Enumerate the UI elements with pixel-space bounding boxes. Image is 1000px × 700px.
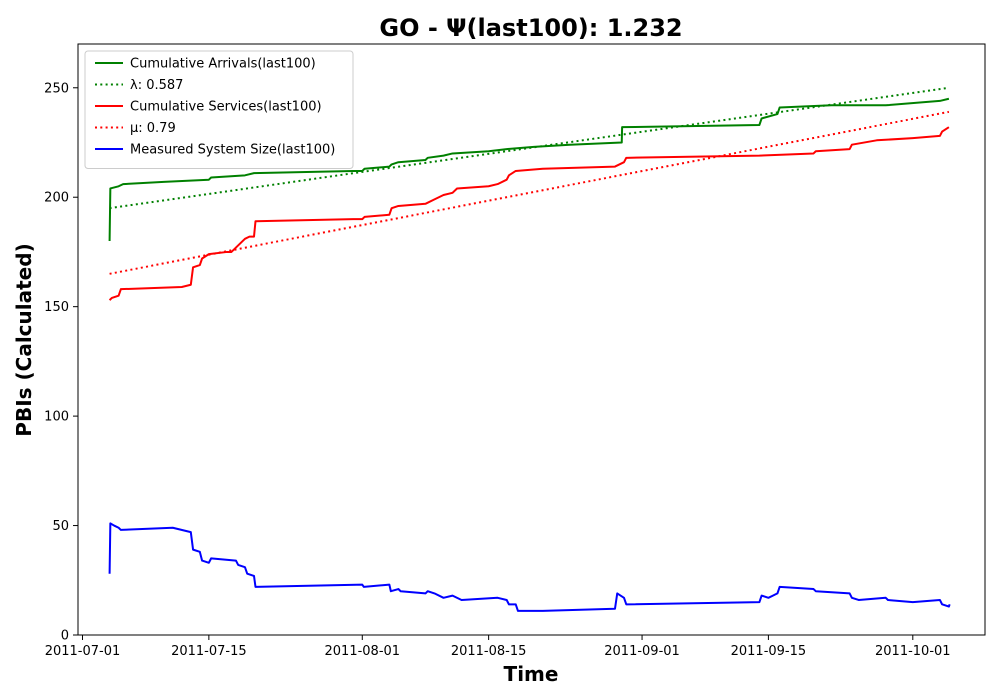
legend-label-4: μ: 0.79	[130, 121, 176, 136]
x-tick-label-1: 2011-07-01	[45, 644, 121, 659]
legend-box	[84, 50, 354, 169]
x-tick-label-3: 2011-08-01	[325, 644, 401, 659]
x-tick-label-2: 2011-07-15	[171, 644, 247, 659]
x-tick-label-7: 2011-10-01	[875, 644, 951, 659]
y-tick-label-2: 50	[52, 519, 69, 534]
y-axis-label: PBIs (Calculated)	[12, 243, 36, 436]
x-axis-label: Time	[504, 662, 559, 686]
x-tick-label-5: 2011-09-01	[604, 644, 680, 659]
x-tick-label-6: 2011-09-15	[731, 644, 807, 659]
plot-layer	[108, 86, 951, 612]
series-line-3	[108, 126, 950, 301]
series-line-2	[109, 86, 950, 210]
series-line-1	[108, 97, 950, 242]
legend: Cumulative Arrivals(last100) λ: 0.587 Cumu…	[84, 50, 354, 169]
y-tick-label-4: 150	[44, 300, 69, 315]
legend-label-5: Measured System Size(last100)	[130, 143, 335, 158]
legend-label-3: Cumulative Services(last100)	[130, 100, 322, 115]
legend-label-2: λ: 0.587	[130, 78, 183, 93]
x-tick-label-4: 2011-08-15	[451, 644, 527, 659]
series-line-5	[108, 522, 951, 612]
y-tick-label-1: 0	[61, 629, 69, 644]
legend-label-1: Cumulative Arrivals(last100)	[130, 57, 316, 72]
y-tick-label-5: 200	[44, 191, 69, 206]
y-tick-label-3: 100	[44, 410, 69, 425]
plot-frame	[77, 43, 986, 636]
chart-title: GO - Ψ(last100): 1.232	[379, 14, 682, 42]
tick-layer: 2011-07-01 2011-07-15 2011-08-01 2011-08-15…	[44, 81, 950, 659]
y-tick-label-6: 250	[44, 81, 69, 96]
